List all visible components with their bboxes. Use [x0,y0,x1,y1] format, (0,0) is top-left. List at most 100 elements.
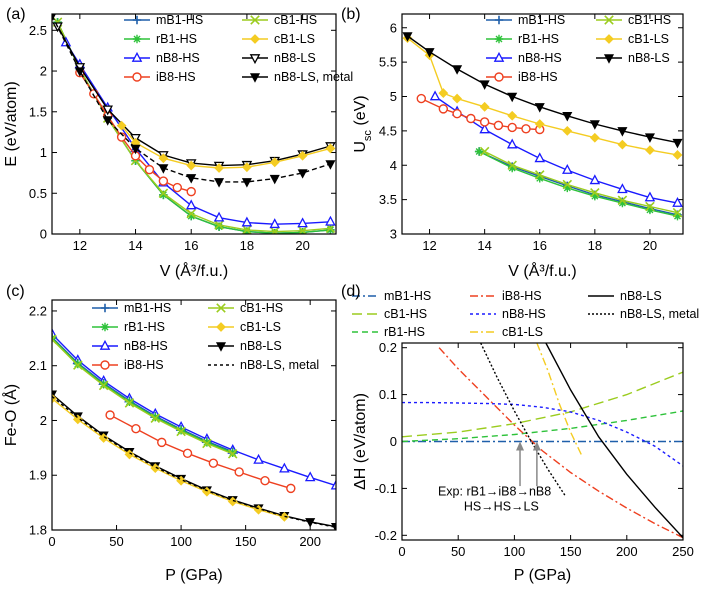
data-point-nB8HS [479,123,490,134]
legend-marker-nB8LS [603,54,615,64]
legend-marker-metal [249,73,261,83]
data-point-cB1LS [325,143,336,154]
x-tick-label: 200 [299,534,321,549]
data-point-iB8HS [521,124,531,134]
data-point-cB1LS [672,150,683,160]
y-tick-label: 3 [390,227,397,242]
legend-label: cB1-LS [274,32,315,46]
data-point-cB1LS [124,449,135,460]
y-tick-label: 2.1 [29,358,47,373]
transition-arrowhead [516,441,525,451]
y-tick-label: 1 [40,145,47,160]
legend-marker-rB1HS [494,34,504,44]
y-tick-label: 2 [40,64,47,79]
data-point-cB1LS [116,120,127,131]
data-point-cB1LS [297,150,308,161]
panel-label: (d) [341,283,361,300]
x-tick-label: 150 [235,534,257,549]
panel-c: 0 50 100 150 200 1.8 1.9 2 2.1 2.2 mB1-HS cB1-HS rB1… [1,283,337,584]
legend-marker-nB8HS [493,51,505,62]
data-point-cB1LS [98,433,109,443]
data-point-iB8HS [158,176,169,186]
panel-label: (a) [6,6,26,23]
legend-marker-cB1HS [604,15,614,25]
data-point-cB1HS [645,201,655,212]
legend-label: mB1-HS [156,13,203,27]
y-tick-label: 5.5 [379,55,397,70]
data-point-iB8HS [452,108,462,119]
series-line-metal [52,15,331,183]
x-tick-label: 14 [128,238,142,253]
series-line-nB8LS [52,393,336,528]
data-point-metal [52,14,56,22]
data-point-iB8HS [105,410,115,420]
data-point-cB1LS [438,88,449,98]
legend-label: iB8-HS [502,289,542,303]
legend-marker-iB8HS [494,72,504,82]
series-line-cB1LS [52,398,285,518]
data-point-nB8HS [304,471,316,482]
data-point-iB8HS [144,164,155,175]
legend-label: nB8-LS, metal [240,358,319,372]
plot-frame [51,13,337,235]
legend-marker-mB1HS [494,15,504,25]
x-tick-label: 18 [588,238,602,253]
data-point-iB8HS [172,182,182,193]
legend-marker-iB8HS [132,72,142,82]
data-point-iB8HS [182,448,193,459]
plot-frame [401,13,684,235]
data-point-cB1LS [158,153,169,164]
data-point-cB1HS [98,380,109,391]
data-point-cB1HS [479,146,490,157]
legend-label: nB8-HS [502,307,546,321]
legend-label: nB8-HS [124,339,168,353]
legend-marker-nB8LS [215,342,227,352]
panel-label: (c) [6,283,25,300]
y-tick-label: 0.2 [379,340,397,355]
data-point-iB8HS [493,120,504,131]
legend-label: nB8-HS [156,51,200,65]
legend-label: rB1-HS [124,320,165,334]
x-tick-label: 16 [184,238,198,253]
legend-label: cB1-HS [274,13,317,27]
legend-label: cB1-HS [384,307,427,321]
data-point-iB8HS [157,437,167,448]
data-point-rB1HS [645,205,655,215]
x-tick-label: 20 [643,238,657,253]
data-point-cB1HS [242,225,252,234]
series-line-rB1HS [478,150,678,217]
series-line-iB8HS [438,347,683,539]
plot-frame [401,342,684,541]
y-tick-label: 0.5 [29,186,47,201]
data-point-cB1HS [617,195,628,206]
x-tick-label: 16 [533,238,547,253]
data-point-nB8LS [644,133,655,143]
series-group [52,327,336,530]
x-tick-label: 14 [477,238,491,253]
data-point-nB8HS [297,217,308,228]
data-point-cB1HS [73,360,83,370]
data-point-rB1HS [242,227,252,234]
data-point-cB1LS [562,125,573,136]
series-line-rB1HS [52,337,233,454]
data-point-cB1LS [72,414,83,425]
series-line-cB1LS [121,125,331,169]
data-point-cB1HS [52,334,57,345]
legend-label: mB1-HS [124,301,171,315]
legend-marker-cB1LS [250,34,260,44]
series-line-cB1HS [402,371,683,438]
legend-label: nB8-LS [240,339,282,353]
legend-label: nB8-HS [518,51,562,65]
data-point-cB1LS [617,139,628,150]
legend-marker-iB8HS [100,360,110,370]
data-point-nB8HS [589,174,601,185]
data-point-rB1HS [270,228,279,234]
data-point-nB8LS [479,80,490,90]
y-tick-label: -0.2 [375,528,397,543]
data-point-cB1LS [202,486,212,497]
series-line-cB1HS [484,150,678,214]
data-point-metal [214,178,225,188]
data-point-metal [102,116,113,126]
data-point-rB1HS [187,211,196,221]
